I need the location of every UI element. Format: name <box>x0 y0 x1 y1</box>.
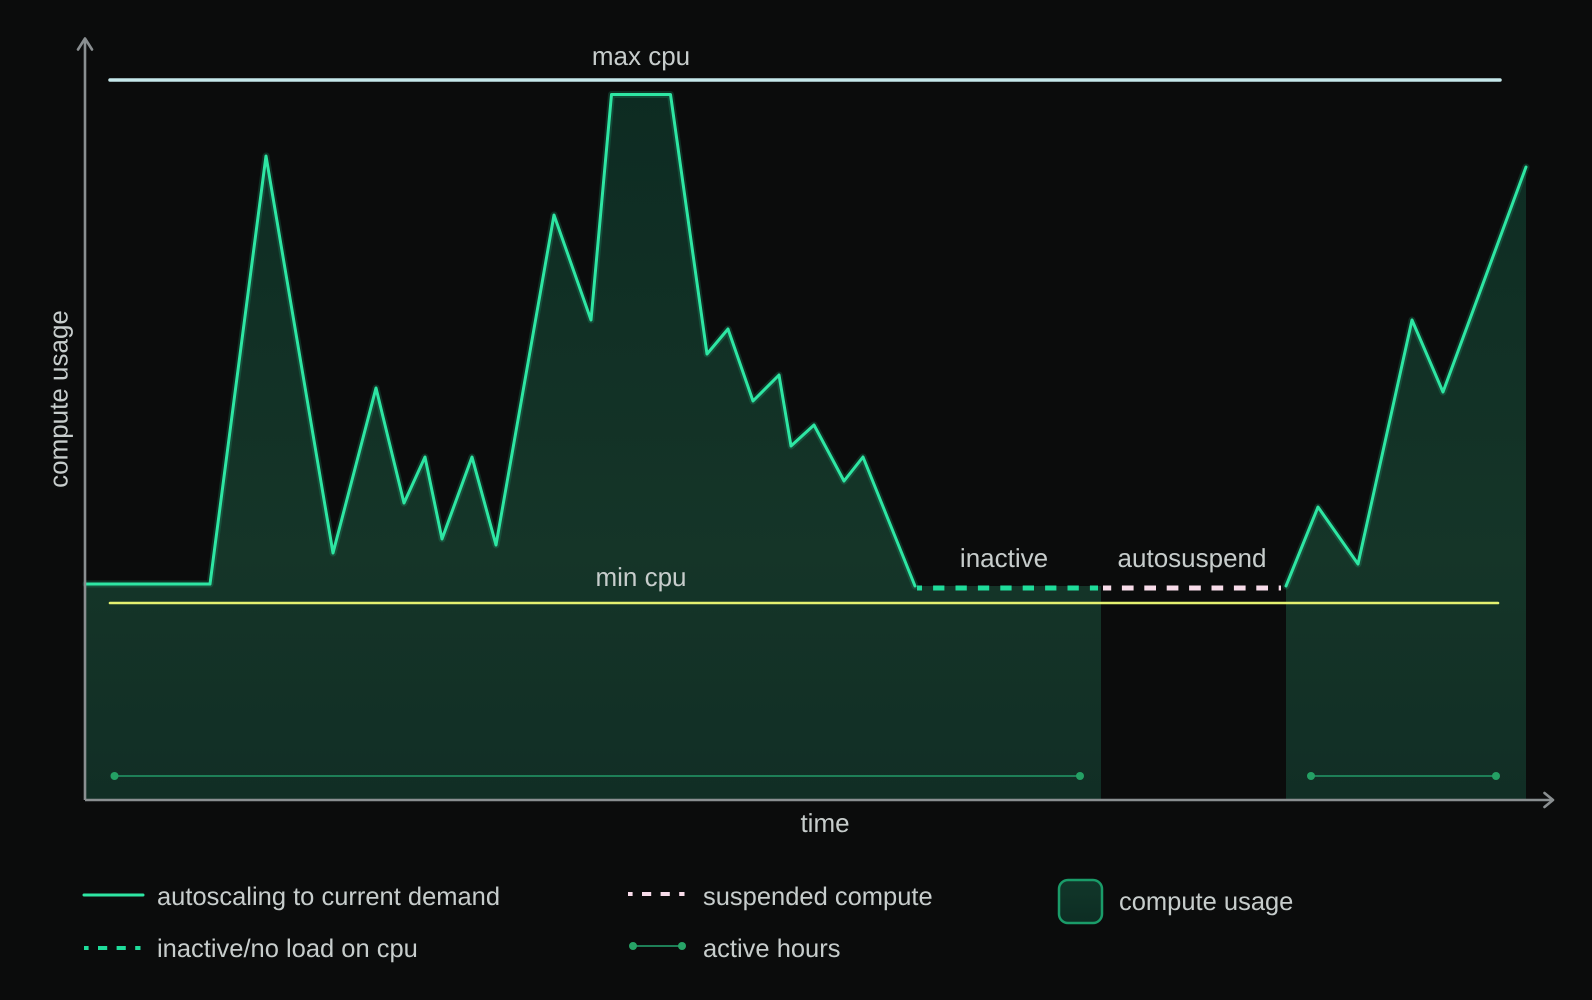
svg-text:autosuspend: autosuspend <box>1118 543 1267 573</box>
svg-text:autoscaling to current demand: autoscaling to current demand <box>157 883 500 911</box>
svg-text:time: time <box>800 808 849 838</box>
svg-text:min cpu: min cpu <box>595 562 686 592</box>
svg-text:compute usage: compute usage <box>44 310 74 488</box>
svg-text:active hours: active hours <box>703 935 841 963</box>
svg-text:compute usage: compute usage <box>1119 888 1293 916</box>
svg-text:inactive/no load on cpu: inactive/no load on cpu <box>157 935 418 963</box>
svg-text:inactive: inactive <box>960 543 1048 573</box>
svg-text:suspended compute: suspended compute <box>703 883 933 911</box>
svg-text:max cpu: max cpu <box>592 41 690 71</box>
